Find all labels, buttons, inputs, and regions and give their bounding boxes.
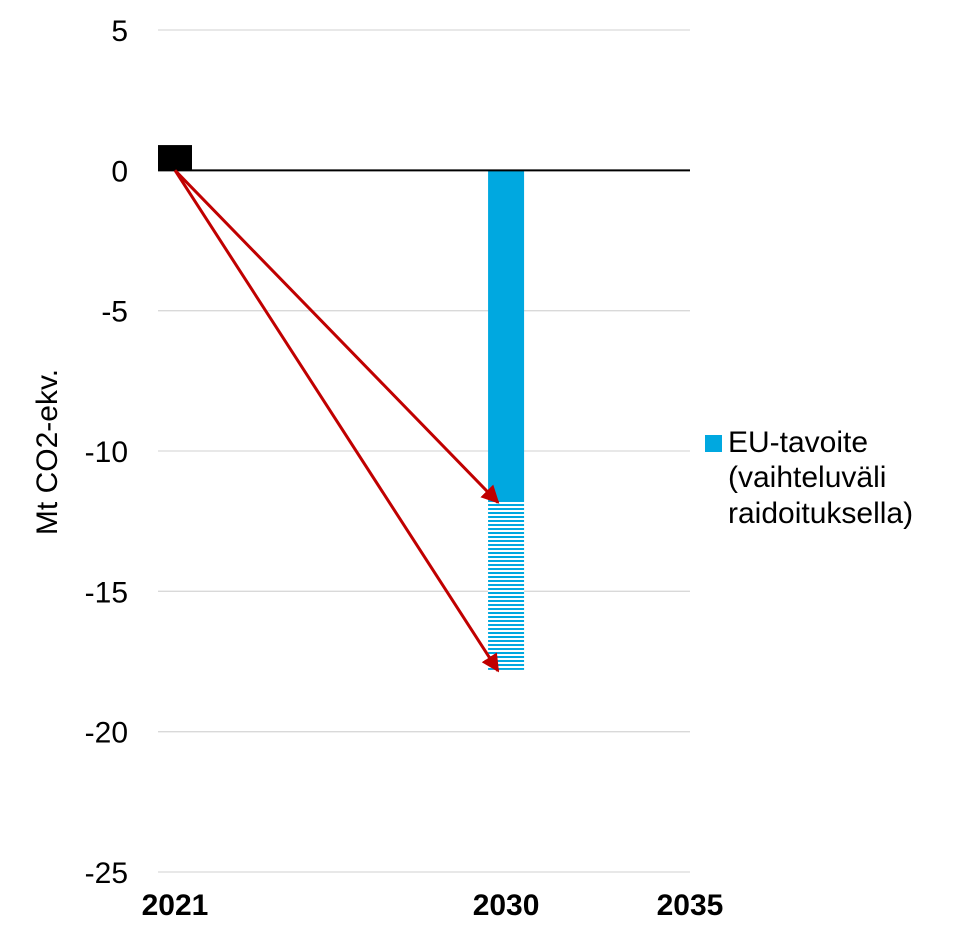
tick-labels: 5 0 -5 -10 -15 -20 -25 2021 2030 2035 <box>85 15 724 922</box>
bar-eu-target-range <box>488 501 525 670</box>
legend-swatch <box>705 435 722 452</box>
y-tick-label: -25 <box>85 857 128 890</box>
baseline-marker <box>158 145 192 171</box>
y-tick-label: 5 <box>111 15 128 48</box>
trend-arrow <box>173 169 500 504</box>
bars <box>158 145 525 670</box>
y-tick-label: -15 <box>85 576 128 609</box>
trend-arrow <box>173 169 500 673</box>
x-tick-label: 2021 <box>142 889 209 922</box>
y-axis-title: Mt CO2-ekv. <box>31 369 64 535</box>
y-tick-label: 0 <box>111 155 128 188</box>
gridlines <box>158 29 690 873</box>
legend-line-1: EU-tavoite <box>728 426 869 459</box>
bar-eu-target-solid <box>488 170 525 502</box>
y-tick-label: -5 <box>101 296 128 329</box>
x-tick-label: 2035 <box>657 889 724 922</box>
y-tick-label: -20 <box>85 717 128 750</box>
legend-line-3: raidoituksella) <box>728 496 914 530</box>
arrows <box>173 169 500 673</box>
y-tick-label: -10 <box>85 436 128 469</box>
legend-label: EU-tavoite (vaihteluväli raidoituksella) <box>728 425 963 531</box>
legend-line-2: (vaihteluväli <box>728 461 887 495</box>
legend: EU-tavoite (vaihteluväli raidoituksella) <box>705 425 963 531</box>
x-tick-label: 2030 <box>473 889 540 922</box>
